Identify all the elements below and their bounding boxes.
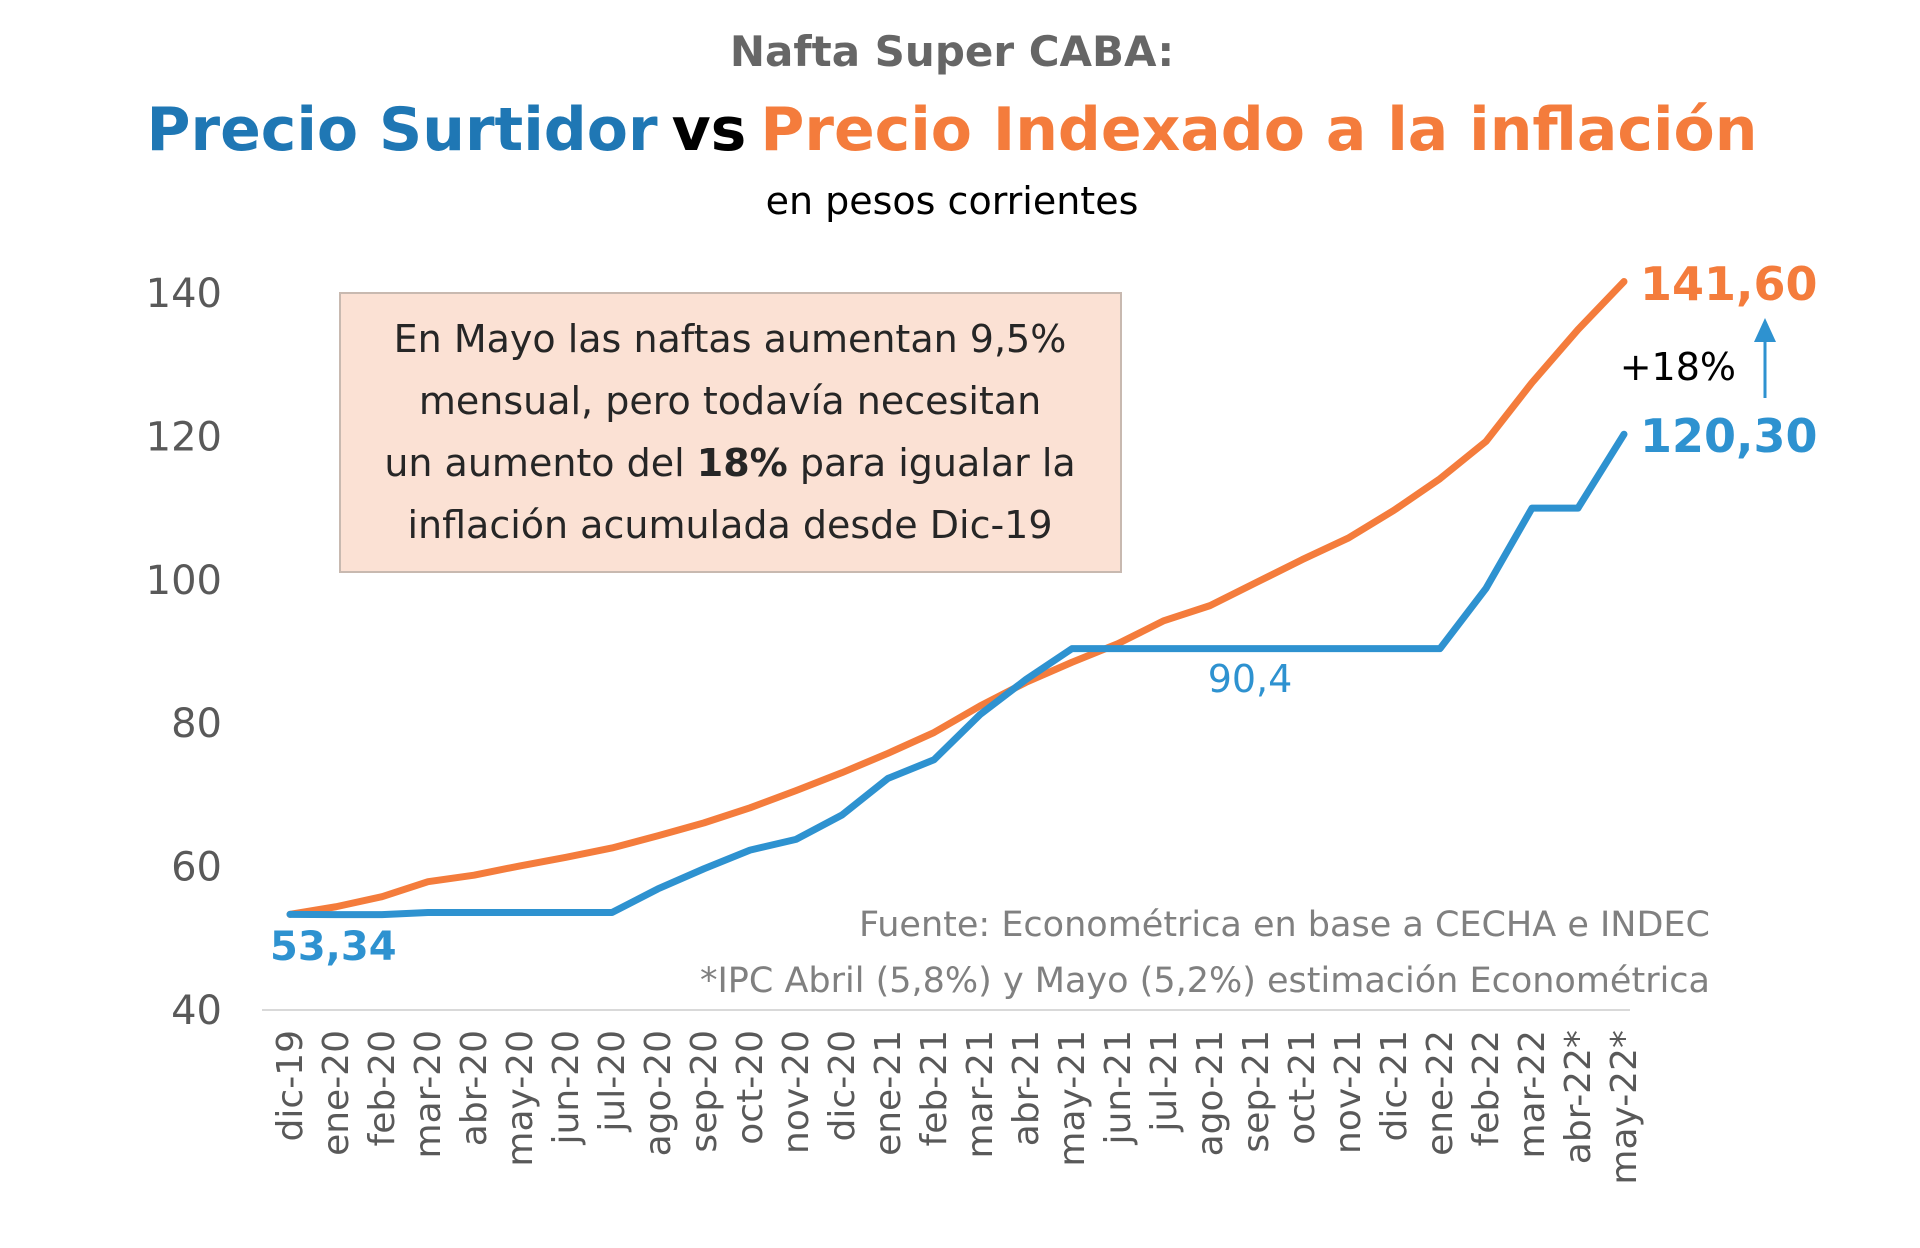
x-tick-label: feb-20	[362, 1030, 403, 1146]
start-label: 53,34	[270, 924, 397, 970]
y-tick-label: 60	[171, 845, 222, 891]
y-tick-label: 120	[146, 414, 222, 460]
x-tick-label: mar-21	[960, 1030, 1001, 1158]
x-tick-label: ago-21	[1190, 1030, 1231, 1156]
y-tick-label: 40	[171, 988, 222, 1034]
title-vs: vs	[672, 95, 747, 165]
x-tick-label: nov-21	[1328, 1030, 1369, 1154]
gap-arrow-icon	[1754, 318, 1776, 398]
x-tick-label: jun-20	[546, 1030, 587, 1145]
x-tick-label: ago-20	[638, 1030, 679, 1156]
x-tick-label: oct-21	[1282, 1030, 1323, 1145]
title-series2: Precio Indexado a la inflación	[760, 95, 1757, 165]
x-tick-label: jul-21	[1144, 1030, 1185, 1133]
series-line-surtidor	[286, 430, 1628, 919]
note-line-3-bold: 18%	[697, 441, 788, 485]
x-axis: dic-19 ene-20 feb-20 mar-20 abr-20 may-20 jun-…	[270, 1030, 1645, 1185]
x-tick-label: may-20	[500, 1030, 541, 1167]
x-tick-label: ene-20	[316, 1030, 357, 1156]
x-tick-label: mar-20	[408, 1030, 449, 1158]
x-tick-label: feb-21	[914, 1030, 955, 1146]
source-line-2: *IPC Abril (5,8%) y Mayo (5,2%) estimaci…	[700, 961, 1710, 1001]
note-line-1: En Mayo las naftas aumentan 9,5%	[394, 317, 1067, 361]
x-tick-label: may-21	[1052, 1030, 1093, 1167]
note-line-4: inflación acumulada desde Dic-19	[407, 503, 1052, 547]
x-tick-label: ene-22	[1420, 1030, 1461, 1156]
x-tick-label: abr-22*	[1558, 1030, 1599, 1164]
x-tick-label: jun-21	[1098, 1030, 1139, 1145]
end-label-surtidor: 120,30	[1640, 409, 1818, 463]
x-tick-label: dic-20	[822, 1030, 863, 1141]
note-line-3-post: para igualar la	[788, 441, 1076, 485]
x-tick-label: dic-21	[1374, 1030, 1415, 1141]
y-axis: 40 60 80 100 120 140	[146, 271, 222, 1034]
note-line-2: mensual, pero todavía necesitan	[419, 379, 1041, 423]
chart-subtitle: en pesos corrientes	[766, 179, 1139, 223]
x-tick-label: oct-20	[730, 1030, 771, 1145]
gap-label: +18%	[1620, 345, 1736, 389]
x-tick-label: feb-22	[1466, 1030, 1507, 1146]
mid-label-surtidor: 90,4	[1208, 657, 1293, 701]
x-tick-label: mar-22	[1512, 1030, 1553, 1158]
y-tick-label: 100	[146, 558, 222, 604]
chart-supertitle: Nafta Super CABA:	[730, 27, 1174, 76]
end-label-indexado: 141,60	[1640, 257, 1818, 311]
note-line-3: un aumento del 18% para igualar la	[384, 441, 1075, 485]
x-tick-label: abr-20	[454, 1030, 495, 1146]
x-tick-label: dic-19	[270, 1030, 311, 1141]
chart-title: Precio Surtidor vs Precio Indexado a la in…	[147, 95, 1758, 165]
x-tick-label: ene-21	[868, 1030, 909, 1156]
note-background	[339, 292, 1122, 573]
y-tick-label: 140	[146, 271, 222, 317]
title-series1: Precio Surtidor	[147, 95, 658, 165]
x-tick-label: abr-21	[1006, 1030, 1047, 1146]
series-line-indexado	[286, 278, 1628, 918]
x-tick-label: sep-21	[1236, 1030, 1277, 1153]
x-tick-label: may-22*	[1604, 1030, 1645, 1185]
note-line-3-pre: un aumento del	[384, 441, 696, 485]
y-tick-label: 80	[171, 701, 222, 747]
x-tick-label: sep-20	[684, 1030, 725, 1153]
note-box: En Mayo las naftas aumentan 9,5% mensual…	[339, 292, 1122, 573]
x-tick-label: jul-20	[592, 1030, 633, 1133]
x-tick-label: nov-20	[776, 1030, 817, 1154]
source-line-1: Fuente: Econométrica en base a CECHA e I…	[859, 905, 1710, 945]
